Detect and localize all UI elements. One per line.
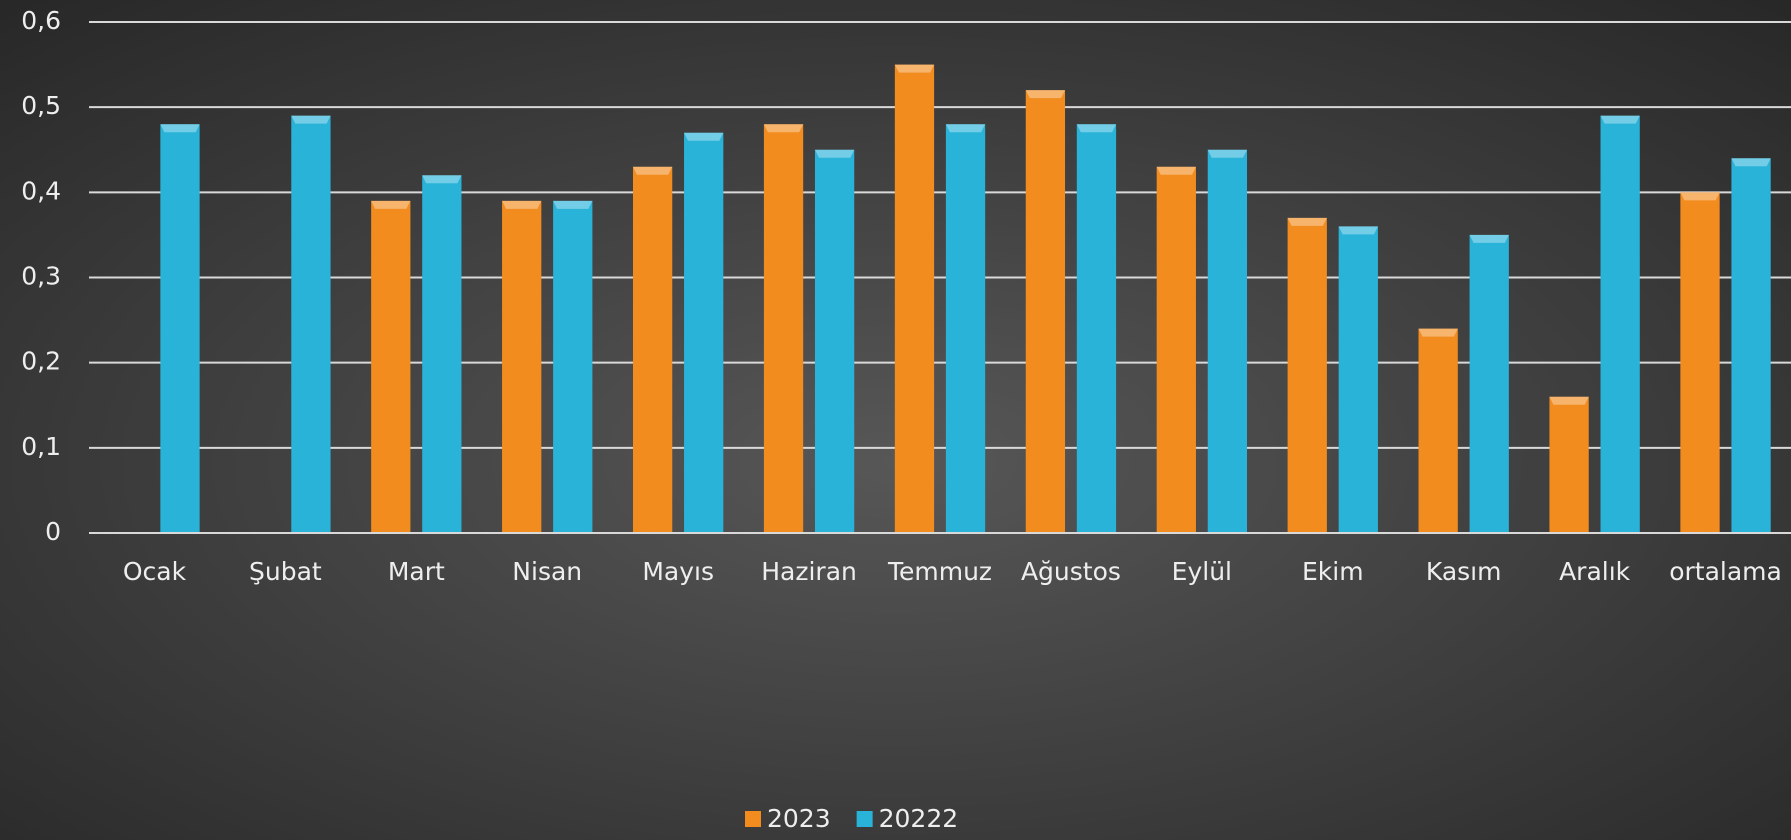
x-tick-label: Mayıs (642, 557, 714, 586)
y-tick-label: 0 (45, 517, 61, 546)
bar-bevel (1076, 124, 1117, 133)
x-tick-label: ortalama (1669, 557, 1782, 586)
bar (1156, 166, 1196, 534)
bar (945, 124, 986, 533)
bar-bevel (1731, 158, 1771, 167)
bar-bevel (1680, 192, 1720, 201)
legend-swatch (856, 811, 873, 827)
bar (1418, 328, 1458, 533)
bar-bevel (1338, 226, 1378, 235)
bar (814, 149, 855, 533)
bar (1600, 115, 1640, 533)
bar-bevel (1207, 149, 1248, 158)
bar-bevel (1469, 234, 1509, 243)
y-tick-label: 0,2 (21, 347, 61, 376)
bar-bevel (763, 124, 804, 133)
bar (1549, 396, 1589, 533)
bar-bevel (684, 132, 724, 141)
bar-bevel (502, 200, 542, 209)
bar-bevel (422, 175, 462, 184)
y-tick-label: 0,6 (21, 6, 61, 35)
legend-label: 20222 (879, 804, 959, 833)
bar-bevel (632, 166, 673, 175)
bar (1469, 234, 1509, 533)
bar-bevel (1156, 166, 1196, 175)
legend-swatch (745, 811, 761, 827)
x-tick-label: Kasım (1426, 557, 1502, 586)
bar-bevel (1287, 217, 1327, 226)
bar (1731, 158, 1771, 533)
bar (371, 200, 411, 533)
bar-bevel (814, 149, 855, 158)
bar-bevel (160, 124, 200, 133)
bar-bevel (1600, 115, 1640, 124)
legend-label: 2023 (767, 804, 831, 833)
y-tick-label: 0,1 (21, 432, 61, 461)
y-tick-label: 0,4 (21, 176, 61, 205)
bar (291, 115, 331, 533)
x-tick-label: Haziran (761, 557, 857, 586)
bar-bevel (945, 124, 986, 133)
bar-bevel (894, 64, 935, 73)
y-tick-label: 0,3 (21, 262, 61, 291)
x-tick-label: Ekim (1302, 557, 1364, 586)
bar (684, 132, 724, 533)
bar-bevel (291, 115, 331, 124)
bar (1338, 226, 1378, 533)
bar-bevel (1549, 396, 1589, 405)
bar-bevel (371, 200, 411, 209)
bar (1287, 217, 1327, 533)
bar (1207, 149, 1248, 533)
x-tick-label: Nisan (512, 557, 582, 586)
x-tick-label: Şubat (249, 557, 322, 586)
bar-bevel (1025, 90, 1066, 99)
x-tick-label: Eylül (1172, 557, 1232, 586)
bar (894, 64, 935, 533)
x-tick-label: Ağustos (1021, 557, 1121, 586)
bar (1076, 124, 1117, 533)
bar (502, 200, 542, 533)
bar (422, 175, 462, 534)
x-tick-label: Mart (388, 557, 445, 586)
bar (1025, 90, 1066, 533)
bar (632, 166, 673, 534)
bar (160, 124, 200, 533)
bar (553, 200, 593, 533)
x-tick-label: Aralık (1559, 557, 1631, 586)
x-tick-label: Ocak (123, 557, 187, 586)
bar-bevel (1418, 328, 1458, 337)
bar (763, 124, 804, 533)
y-tick-label: 0,5 (21, 91, 61, 120)
x-tick-label: Temmuz (887, 557, 992, 586)
bar-bevel (553, 200, 593, 209)
bar (1680, 192, 1720, 534)
